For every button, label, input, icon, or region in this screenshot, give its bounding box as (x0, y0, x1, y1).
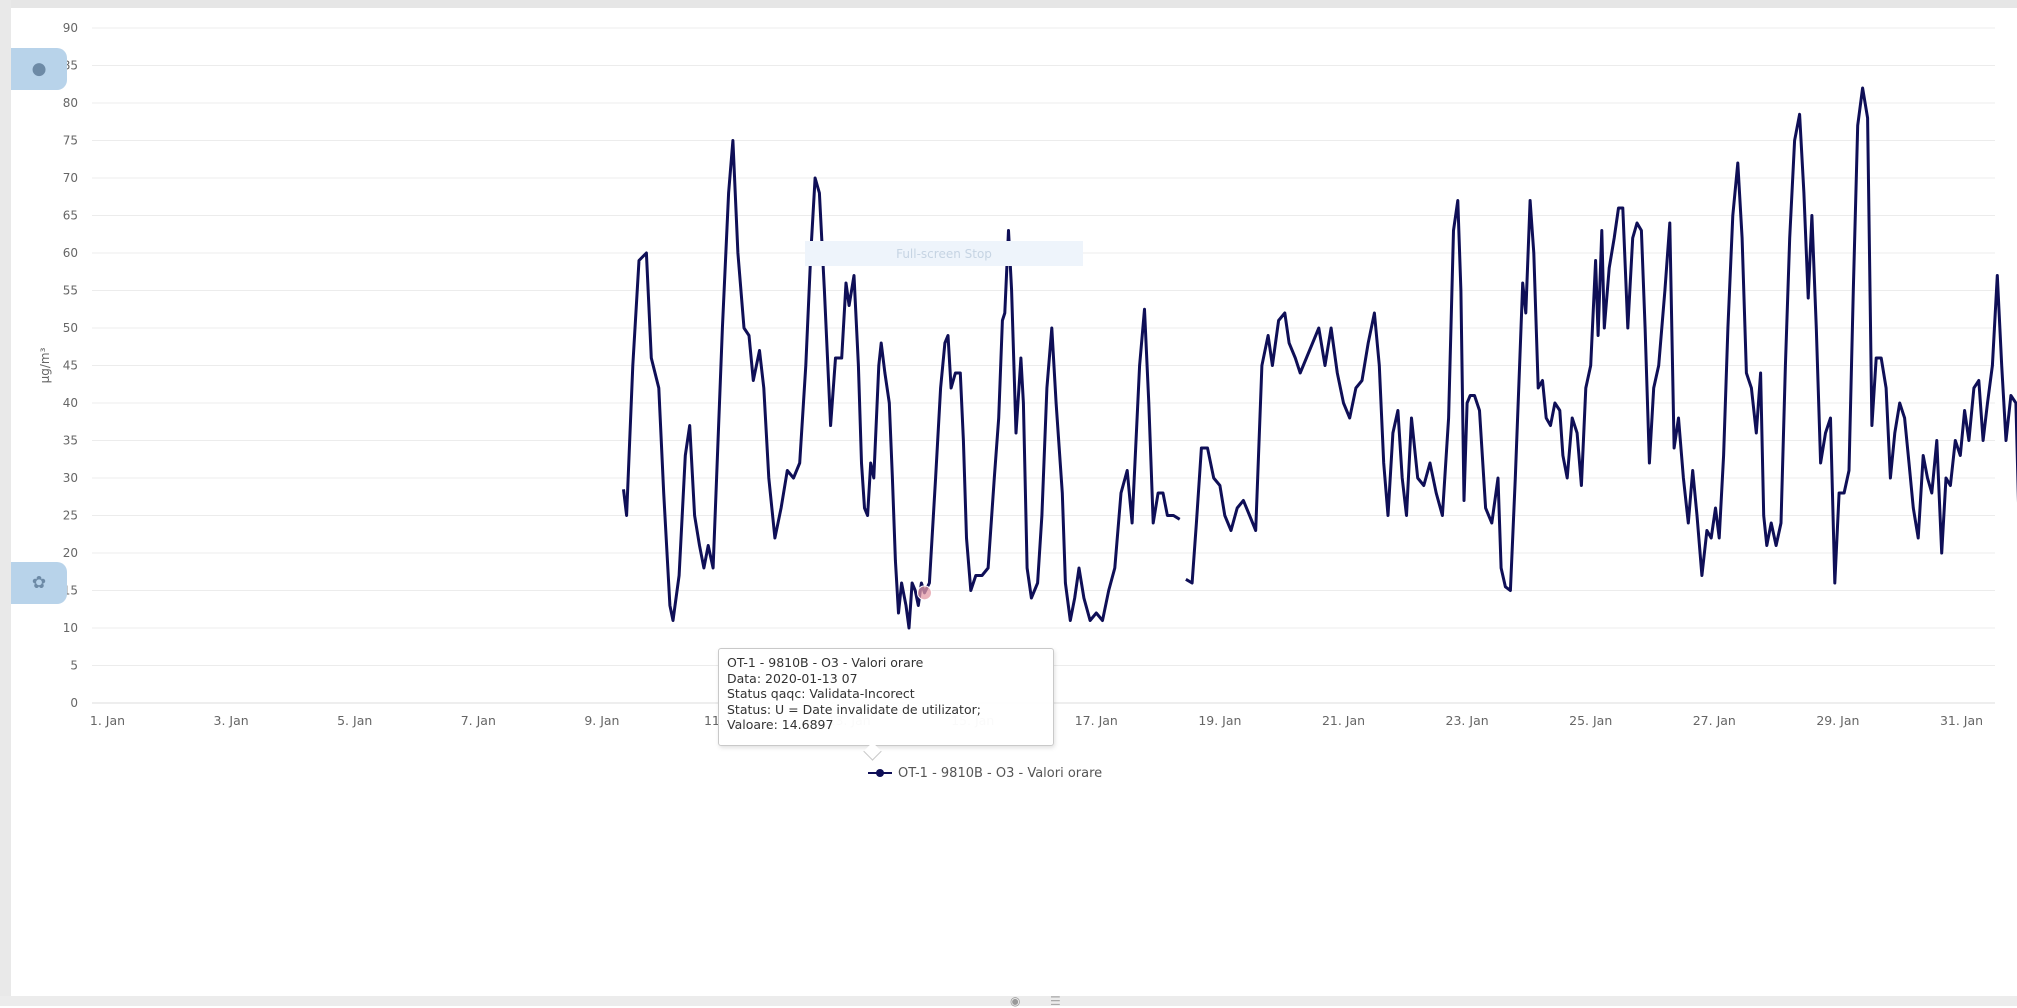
y-tick-label: 60 (63, 246, 78, 260)
x-tick-label: 27. Jan (1693, 713, 1736, 728)
y-tick-label: 40 (63, 396, 78, 410)
y-tick-label: 80 (63, 96, 78, 110)
user-button[interactable]: ● (11, 48, 67, 90)
x-tick-label: 23. Jan (1446, 713, 1489, 728)
y-tick-label: 35 (63, 434, 78, 448)
x-tick-label: 9. Jan (584, 713, 619, 728)
tooltip-value: Valoare: 14.6897 (727, 717, 1045, 733)
user-icon: ● (32, 59, 47, 79)
y-tick-label: 50 (63, 321, 78, 335)
data-tooltip: OT-1 - 9810B - O3 - Valori orare Data: 2… (718, 648, 1054, 746)
y-axis-label: µg/m³ (38, 347, 52, 383)
highlighted-data-point[interactable] (917, 586, 931, 600)
legend-marker-icon (876, 769, 884, 777)
settings-icon: ✿ (32, 573, 46, 593)
legend[interactable]: OT-1 - 9810B - O3 - Valori orare (868, 766, 1102, 781)
x-tick-label: 17. Jan (1075, 713, 1118, 728)
x-tick-label: 7. Jan (461, 713, 496, 728)
tooltip-series-name: OT-1 - 9810B - O3 - Valori orare (727, 655, 1045, 671)
y-tick-label: 70 (63, 171, 78, 185)
y-tick-label: 0 (70, 696, 78, 710)
x-tick-label: 21. Jan (1322, 713, 1365, 728)
y-tick-label: 20 (63, 546, 78, 560)
legend-label[interactable]: OT-1 - 9810B - O3 - Valori orare (898, 766, 1102, 781)
settings-button[interactable]: ✿ (11, 562, 67, 604)
y-tick-label: 5 (70, 659, 78, 673)
y-tick-label: 75 (63, 134, 78, 148)
y-tick-label: 45 (63, 359, 78, 373)
tooltip-qaqc-status: Status qaqc: Validata-Incorect (727, 686, 1045, 702)
y-tick-label: 30 (63, 471, 78, 485)
tooltip-status: Status: U = Date invalidate de utilizato… (727, 702, 1045, 718)
x-tick-label: 29. Jan (1816, 713, 1859, 728)
x-tick-label: 19. Jan (1198, 713, 1241, 728)
x-tick-label: 3. Jan (214, 713, 249, 728)
y-tick-label: 10 (63, 621, 78, 635)
y-tick-label: 55 (63, 284, 78, 298)
menu-icon[interactable]: ☰ (1050, 996, 1066, 1006)
x-tick-label: 31. Jan (1940, 713, 1983, 728)
y-tick-label: 25 (63, 509, 78, 523)
fullscreen-stop-hint[interactable]: Full-screen Stop (805, 241, 1083, 266)
grid-lines (92, 28, 1995, 703)
tooltip-date: Data: 2020-01-13 07 (727, 671, 1045, 687)
series-line-o3[interactable] (624, 88, 2017, 654)
y-tick-label: 90 (63, 21, 78, 35)
y-tick-label: 65 (63, 209, 78, 223)
x-tick-label: 1. Jan (90, 713, 125, 728)
x-tick-label: 5. Jan (337, 713, 372, 728)
zoom-icon[interactable]: ◉ (1010, 996, 1024, 1006)
x-tick-label: 25. Jan (1569, 713, 1612, 728)
